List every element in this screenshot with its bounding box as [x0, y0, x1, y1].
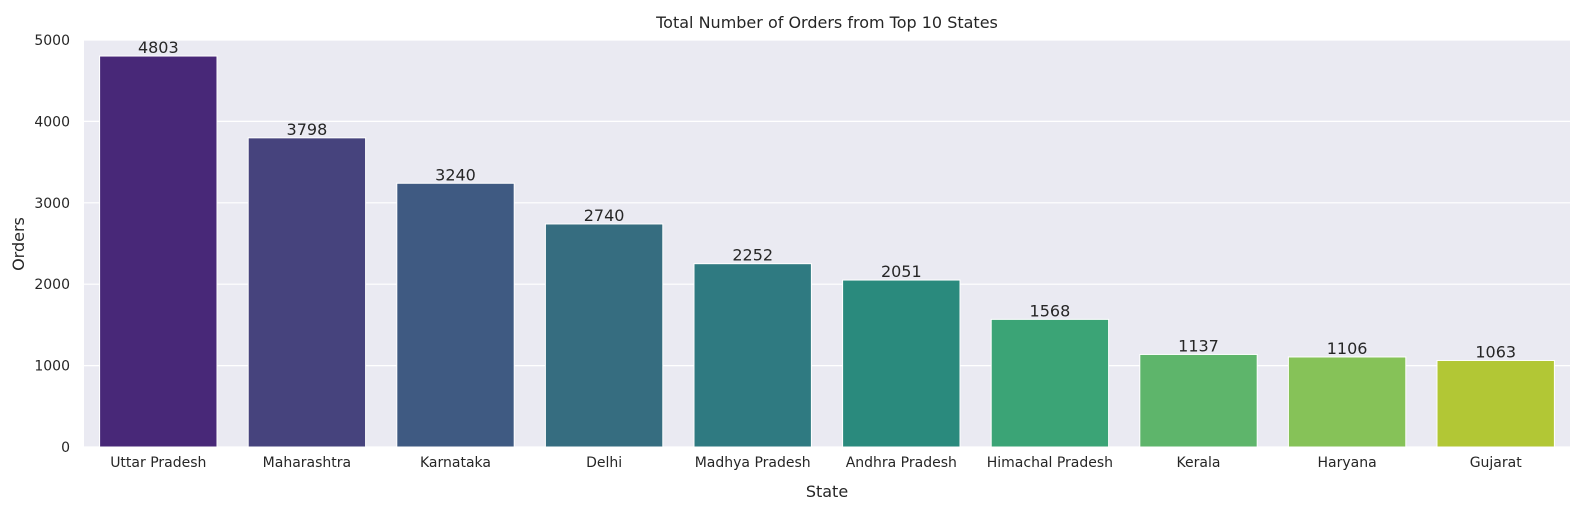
- bar-value-label: 2051: [881, 262, 922, 281]
- bar-value-label: 4803: [138, 38, 179, 57]
- x-tick-label: Maharashtra: [263, 455, 351, 471]
- bar: [1139, 353, 1258, 448]
- bar: [842, 279, 961, 448]
- bar: [990, 318, 1110, 448]
- x-tick-label: Himachal Pradesh: [987, 455, 1113, 471]
- bar-value-label: 1063: [1475, 342, 1516, 361]
- x-tick-label: Madhya Pradesh: [695, 455, 811, 471]
- y-axis-label: Orders: [9, 217, 28, 271]
- bar: [544, 223, 664, 448]
- x-axis-label: State: [806, 482, 848, 501]
- x-tick-label: Haryana: [1318, 455, 1377, 471]
- y-tick-label: 4000: [34, 114, 70, 130]
- bar: [1287, 356, 1407, 448]
- x-tick-label: Uttar Pradesh: [110, 455, 206, 471]
- y-tick-label: 0: [61, 440, 70, 456]
- y-tick-label: 5000: [34, 33, 70, 49]
- bar-value-label: 1568: [1030, 301, 1071, 320]
- bar-value-label: 1106: [1327, 339, 1368, 358]
- x-tick-label: Delhi: [586, 455, 622, 471]
- x-tick-label: Gujarat: [1470, 455, 1523, 471]
- bar: [1436, 359, 1555, 448]
- bar-value-label: 1137: [1178, 336, 1219, 355]
- bar: [247, 137, 367, 448]
- bar-value-label: 2252: [732, 246, 773, 265]
- chart-title: Total Number of Orders from Top 10 State…: [655, 13, 998, 32]
- y-axis-ticks: 0 1000 2000 3000 4000 5000: [34, 33, 70, 456]
- bar: [99, 55, 218, 448]
- bar: [693, 263, 812, 448]
- y-tick-label: 3000: [34, 196, 70, 212]
- x-tick-label: Andhra Pradesh: [846, 455, 957, 471]
- x-axis-ticks: Uttar Pradesh Maharashtra Karnataka Delhi Ma…: [110, 455, 1522, 471]
- bar-value-label: 3798: [287, 120, 328, 139]
- bars: [99, 55, 1555, 448]
- y-tick-label: 2000: [34, 277, 70, 293]
- x-tick-label: Kerala: [1177, 455, 1221, 471]
- bar-value-label: 3240: [435, 165, 476, 184]
- bar: [396, 182, 515, 448]
- y-tick-label: 1000: [34, 359, 70, 375]
- x-tick-label: Karnataka: [420, 455, 491, 471]
- value-labels: 4803 3798 3240 2740 2252 2051 1568 1137 1106 1063: [138, 38, 1516, 361]
- bar-value-label: 2740: [584, 206, 625, 225]
